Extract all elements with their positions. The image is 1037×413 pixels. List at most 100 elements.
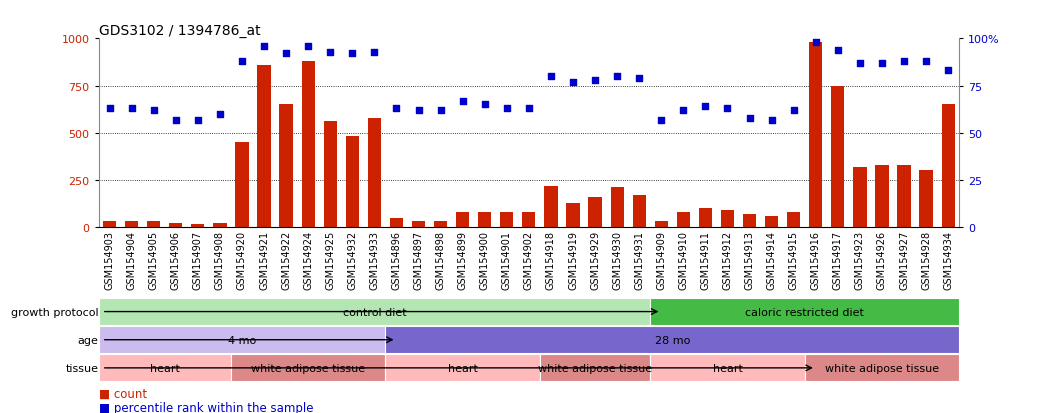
Bar [633, 195, 646, 228]
Text: 28 mo: 28 mo [654, 335, 690, 345]
Text: caloric restricted diet: caloric restricted diet [746, 307, 864, 317]
Point [630, 76, 647, 82]
Bar [523, 213, 535, 228]
Point [808, 40, 824, 46]
Bar [832, 86, 844, 228]
Point [499, 106, 515, 112]
Text: ■ count: ■ count [99, 387, 146, 400]
Point [233, 59, 250, 65]
Text: white adipose tissue: white adipose tissue [824, 363, 940, 373]
Bar [302, 62, 315, 228]
Bar [765, 216, 778, 228]
Point [190, 117, 206, 123]
Bar [433, 222, 447, 228]
Bar [412, 222, 425, 228]
Text: age: age [78, 335, 99, 345]
Bar [214, 224, 226, 228]
Point [366, 49, 383, 56]
Bar [787, 213, 801, 228]
Point [653, 117, 670, 123]
Bar [345, 137, 359, 228]
Point [321, 49, 338, 56]
Bar [191, 225, 204, 228]
Text: GDS3102 / 1394786_at: GDS3102 / 1394786_at [99, 24, 260, 38]
Bar [103, 222, 116, 228]
Point [697, 104, 713, 110]
Point [874, 60, 891, 67]
Text: growth protocol: growth protocol [11, 307, 99, 317]
Text: heart: heart [712, 363, 742, 373]
Point [411, 107, 427, 114]
Bar [390, 218, 403, 228]
Point [102, 106, 118, 112]
Point [256, 43, 273, 50]
Point [763, 117, 780, 123]
Bar [897, 166, 910, 228]
Bar [699, 209, 712, 228]
Bar [588, 197, 601, 228]
Bar [500, 213, 513, 228]
Text: ■ percentile rank within the sample: ■ percentile rank within the sample [99, 401, 313, 413]
Bar [566, 203, 580, 228]
Bar [478, 213, 492, 228]
Bar [654, 222, 668, 228]
Bar [99, 354, 231, 382]
Bar [280, 105, 292, 228]
Point [212, 111, 228, 118]
Point [785, 107, 802, 114]
Point [918, 59, 934, 65]
Bar [125, 222, 138, 228]
Bar [721, 211, 734, 228]
Point [145, 107, 162, 114]
Bar [99, 298, 650, 325]
Bar [677, 213, 690, 228]
Bar [231, 354, 386, 382]
Bar [875, 166, 889, 228]
Bar [611, 188, 624, 228]
Point [476, 102, 493, 109]
Bar [540, 354, 650, 382]
Bar [650, 298, 959, 325]
Point [830, 47, 846, 54]
Bar [99, 326, 386, 354]
Bar [147, 222, 161, 228]
Bar [386, 354, 540, 382]
Point [167, 117, 184, 123]
Bar [169, 224, 183, 228]
Bar [368, 119, 381, 228]
Point [851, 60, 868, 67]
Text: 4 mo: 4 mo [228, 335, 256, 345]
Text: white adipose tissue: white adipose tissue [538, 363, 652, 373]
Point [454, 98, 471, 104]
Point [896, 59, 913, 65]
Bar [920, 171, 932, 228]
Bar [235, 143, 249, 228]
Point [388, 106, 404, 112]
Bar [257, 66, 271, 228]
Point [675, 107, 692, 114]
Text: heart: heart [149, 363, 179, 373]
Bar [386, 326, 959, 354]
Bar [809, 43, 822, 228]
Bar [805, 354, 959, 382]
Bar [942, 105, 955, 228]
Point [123, 106, 140, 112]
Bar [853, 167, 867, 228]
Bar [324, 122, 337, 228]
Text: tissue: tissue [65, 363, 99, 373]
Point [741, 115, 758, 122]
Point [300, 43, 316, 50]
Bar [456, 213, 470, 228]
Point [587, 77, 604, 84]
Bar [650, 354, 805, 382]
Bar [544, 186, 558, 228]
Point [344, 51, 361, 57]
Point [565, 79, 582, 86]
Text: control diet: control diet [342, 307, 407, 317]
Point [278, 51, 295, 57]
Text: white adipose tissue: white adipose tissue [251, 363, 365, 373]
Point [542, 74, 559, 80]
Point [521, 106, 537, 112]
Bar [742, 214, 756, 228]
Point [432, 107, 449, 114]
